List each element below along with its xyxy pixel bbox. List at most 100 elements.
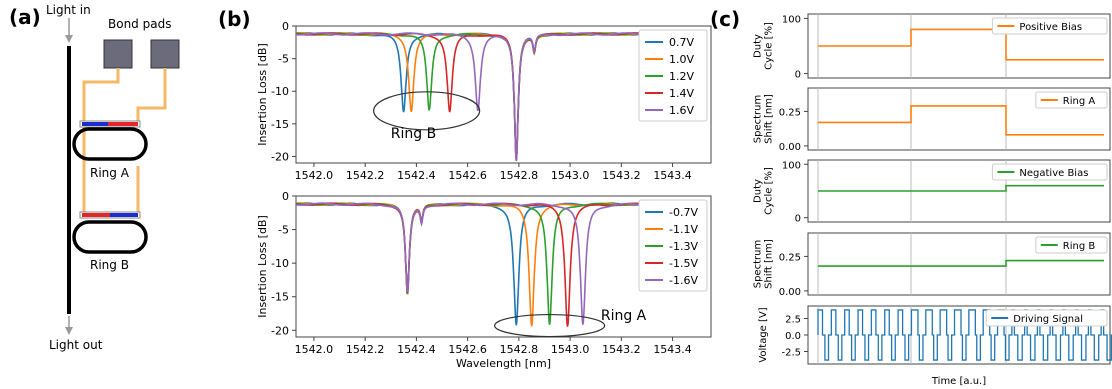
y-tick-label: 100 [782, 14, 801, 25]
y-tick-label: -10 [271, 257, 289, 270]
legend-label: Negative Bias [1019, 168, 1088, 179]
x-tick-label: 1542.6 [448, 343, 487, 356]
panel-b-label: (b) [218, 7, 251, 31]
y-tick-label: -15 [271, 118, 289, 131]
legend-box [638, 29, 708, 122]
series-line [295, 32, 686, 161]
legend-label: -0.7V [669, 206, 698, 219]
legend-label: 1.2V [669, 70, 694, 83]
y-tick-label: 0.0 [785, 331, 801, 342]
ring-b-annotation: Ring B [391, 126, 436, 142]
ring-b-label: Ring B [90, 258, 129, 272]
heater-b-red [82, 213, 110, 217]
y-axis-label: Shift [nm] [764, 94, 775, 144]
legend-label: Ring A [1063, 96, 1096, 107]
panel-c-label: (c) [710, 7, 740, 31]
ring-a-ellipse [494, 313, 606, 338]
bond-pads-label: Bond pads [108, 17, 171, 31]
legend-label: Driving Signal [1013, 314, 1083, 325]
legend-label: Ring B [1063, 241, 1096, 252]
legend-label: -1.3V [669, 240, 698, 253]
x-tick-label: 1542.0 [295, 343, 334, 356]
input-arrowhead [65, 35, 73, 43]
spectrum-shift-ring-a-chart: 0.00 0.25 Spectrum Shift [nm] Ring A [753, 87, 1111, 153]
y-axis-label: Spectrum [753, 95, 764, 143]
wire-ring-a-right [136, 68, 167, 124]
legend-label: -1.5V [669, 257, 698, 270]
panel-a: (a) Light in Bond pads Light out Ring A [9, 3, 180, 352]
bond-pad-right [150, 39, 180, 69]
legend-label: 1.6V [669, 104, 694, 117]
x-tick-label: 1542.2 [346, 343, 385, 356]
ring-a-annotation: Ring A [601, 308, 647, 324]
y-tick-label: -15 [271, 291, 289, 304]
legend-box [985, 309, 1108, 327]
x-axis-label: Wavelength [nm] [456, 357, 551, 370]
x-tick-label: 1543.4 [653, 343, 692, 356]
y-tick-label: 0 [795, 70, 801, 81]
x-tick-label: 1543.4 [653, 169, 692, 182]
driving-signal-chart: 2.5 0.0 -2.5 Voltage [V] Time [a.u.] Driving … [758, 305, 1112, 387]
x-tick-label: 1543.2 [602, 169, 641, 182]
y-tick-label: 0 [282, 190, 289, 203]
ring-a [72, 127, 148, 161]
x-tick-label: 1543.0 [551, 169, 590, 182]
x-tick-label: 1542.8 [500, 169, 539, 182]
x-axis-label: Time [a.u.] [931, 376, 986, 387]
y-tick-label: 0 [282, 20, 289, 33]
y-tick-label: -10 [271, 85, 289, 98]
y-axis-label: Insertion Loss [dB] [256, 215, 269, 318]
y-tick-label: 0.25 [779, 252, 801, 263]
legend-label: Positive Bias [1019, 22, 1082, 33]
x-tick-label: 1542.8 [500, 343, 539, 356]
y-tick-label: -20 [271, 324, 289, 337]
ring-a-label: Ring A [90, 166, 130, 180]
y-tick-label: -2.5 [781, 347, 801, 358]
legend-label: -1.1V [669, 223, 698, 236]
y-tick-label: 100 [782, 160, 801, 171]
step-line [818, 28, 1104, 61]
y-tick-label: -5 [278, 53, 289, 66]
y-axis-label: Voltage [V] [758, 307, 769, 362]
y-tick-label: 0.00 [779, 287, 801, 298]
x-tick-label: 1542.4 [397, 343, 436, 356]
output-arrowhead [65, 327, 73, 335]
panel-b: (b) 1542.0 1542.2 1542.4 1542.6 1542.8 1543.0… [218, 7, 712, 370]
y-tick-label: 0.25 [779, 107, 801, 118]
legend-label: 1.4V [669, 87, 694, 100]
duty-cycle-positive-chart: 0 100 Duty Cycle [%] Positive Bias [753, 13, 1111, 81]
panel-a-label: (a) [9, 5, 41, 29]
x-tick-label: 1542.2 [346, 169, 385, 182]
heater-a-blue [82, 122, 108, 126]
y-tick-label: 0 [795, 214, 801, 225]
legend-box [1035, 91, 1108, 109]
step-line [818, 184, 1104, 192]
spectrum-chart-ring-a: 1542.0 1542.2 1542.4 1542.6 1542.8 1543.0 1543… [256, 190, 712, 370]
legend-box [991, 17, 1108, 35]
light-in-label: Light in [46, 3, 91, 17]
duty-cycle-negative-chart: 0 100 Duty Cycle [%] Negative Bias [753, 159, 1111, 225]
x-tick-label: 1543.2 [602, 343, 641, 356]
ring-b [72, 220, 148, 254]
y-axis-label: Cycle [%] [764, 167, 775, 215]
legend-label: -1.6V [669, 274, 698, 287]
y-axis-label: Cycle [%] [764, 22, 775, 70]
heater-a-red [108, 122, 138, 126]
legend-box [991, 163, 1108, 181]
step-line [818, 105, 1104, 136]
legend-label: 1.0V [669, 53, 694, 66]
y-axis-label: Duty [753, 179, 764, 203]
y-axis-label: Insertion Loss [dB] [256, 43, 269, 146]
heater-b-blue [110, 213, 138, 217]
x-tick-label: 1542.6 [448, 169, 487, 182]
legend-box [638, 199, 708, 292]
series-line [296, 32, 686, 162]
y-tick-label: -5 [278, 224, 289, 237]
wire-ring-a-left [82, 68, 120, 124]
y-axis-label: Duty [753, 34, 764, 58]
series-line [295, 202, 686, 325]
step-line [818, 259, 1104, 267]
y-axis-label: Spectrum [753, 240, 764, 288]
x-tick-label: 1542.4 [397, 169, 436, 182]
